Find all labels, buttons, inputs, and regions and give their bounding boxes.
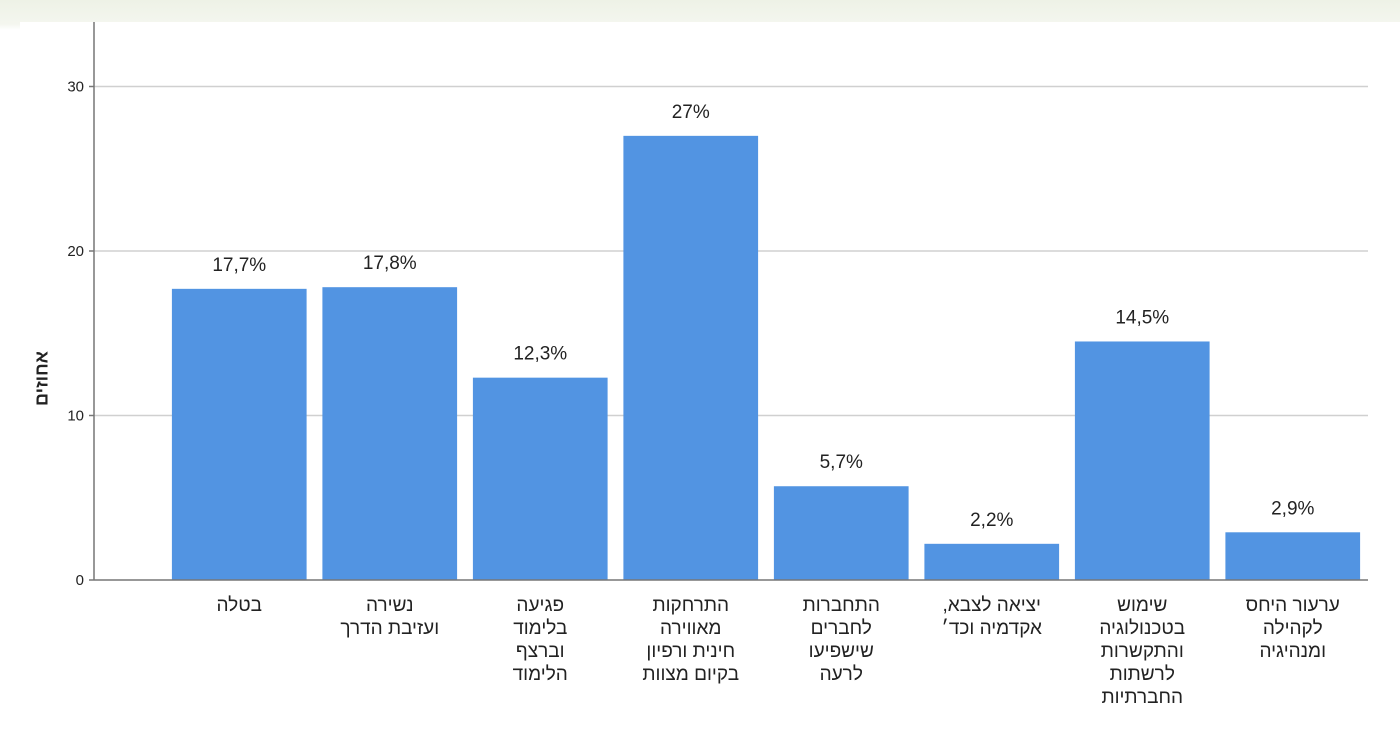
x-tick-label: שימוש בטכנולוגיה והתקשרות לרשתות החברתיו… bbox=[1099, 595, 1186, 708]
bar-chart: 0 10 20 30 17,7% 17,8% 12,3% 27% 5,7% 2,2% 14,5% 2… bbox=[20, 22, 1400, 740]
bar bbox=[924, 543, 1060, 580]
y-tick-label: 30 bbox=[67, 79, 84, 96]
y-axis-label: אחוזים bbox=[31, 350, 52, 406]
x-tick-label: נשירה ועזיבת הדרך bbox=[340, 595, 440, 639]
data-label: 5,7% bbox=[820, 452, 863, 473]
data-label: 17,7% bbox=[212, 255, 266, 276]
data-label: 14,5% bbox=[1115, 307, 1169, 328]
y-tick-label: 20 bbox=[67, 243, 84, 260]
data-label: 27% bbox=[672, 102, 710, 123]
bars bbox=[171, 135, 1361, 580]
x-tick-label: פגיעה בלימוד וברצף הלימוד bbox=[512, 595, 568, 685]
bar bbox=[322, 287, 458, 580]
bar bbox=[623, 135, 759, 580]
x-tick-label: התרחקות מאווירה חינית ורפיון בקיום מצוות bbox=[642, 595, 740, 685]
chart-canvas: 0 10 20 30 17,7% 17,8% 12,3% 27% 5,7% 2,2% 14,5% 2… bbox=[67, 22, 1368, 589]
data-label: 17,8% bbox=[363, 253, 417, 274]
data-label: 12,3% bbox=[513, 344, 567, 365]
bar bbox=[1225, 532, 1361, 580]
y-tick-label: 0 bbox=[76, 572, 84, 589]
bar bbox=[773, 486, 909, 580]
value-labels: 17,7% 17,8% 12,3% 27% 5,7% 2,2% 14,5% 2,9% bbox=[212, 102, 1314, 531]
x-tick-label: ערעור היחס לקהילה ומנהיגיה bbox=[1245, 595, 1340, 662]
y-tick-label: 10 bbox=[67, 408, 84, 425]
x-tick-label: יציאה לצבא, אקדמיה וכד׳ bbox=[941, 595, 1042, 639]
data-label: 2,9% bbox=[1271, 498, 1314, 519]
bar bbox=[1074, 341, 1210, 580]
bar bbox=[171, 288, 307, 580]
x-tick-label: בטלה bbox=[216, 595, 263, 616]
bar bbox=[472, 377, 608, 580]
data-label: 2,2% bbox=[970, 510, 1013, 531]
axes: 0 10 20 30 bbox=[67, 22, 1368, 589]
x-tick-label: התחברות לחברים שישפיעו לרעה bbox=[802, 595, 880, 685]
